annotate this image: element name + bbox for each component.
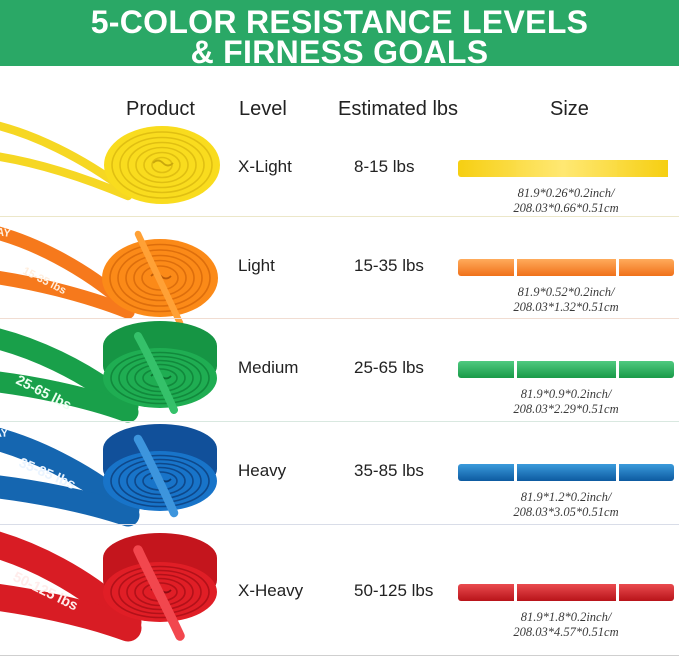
- svg-text:AY: AY: [0, 427, 9, 440]
